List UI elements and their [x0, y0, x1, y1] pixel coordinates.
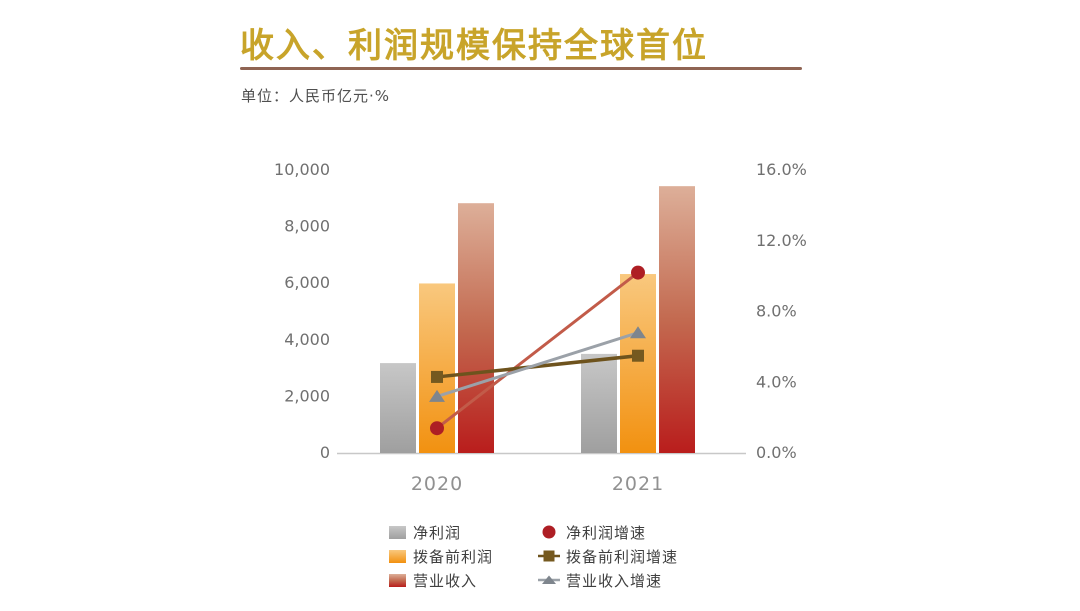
- legend-item-net-profit: 净利润: [389, 520, 493, 544]
- bar-operating-revenue-2021: [659, 186, 695, 453]
- legend-item-net-profit-growth: 净利润增速: [538, 520, 678, 544]
- marker-operating-revenue-growth-2021: [630, 326, 646, 339]
- right-axis-tick-3: 12.0%: [756, 231, 807, 250]
- legend-label-operating-revenue: 营业收入: [413, 571, 478, 590]
- net-profit-growth-marker-icon: [542, 525, 556, 539]
- line-operating-revenue-growth: [436, 331, 639, 398]
- unit-note: 单位：人民币亿元·%: [241, 87, 391, 105]
- operating-revenue-growth-marker-icon: [538, 575, 560, 584]
- right-axis-tick-0: 0.0%: [756, 443, 797, 462]
- left-axis-tick-4: 8,000: [284, 217, 330, 236]
- x-label-2020: 2020: [411, 473, 463, 495]
- legend-label-net-profit-growth: 净利润增速: [566, 523, 647, 542]
- left-axis-tick-5: 10,000: [274, 160, 330, 179]
- operating-revenue-swatch: [389, 573, 406, 587]
- legend-bar-series: 净利润拨备前利润营业收入: [389, 520, 493, 592]
- bar-operating-revenue-2020: [458, 203, 494, 453]
- line-pre-provision-profit-growth: [436, 353, 639, 379]
- legend-item-operating-revenue-growth: 营业收入增速: [538, 568, 678, 592]
- right-axis-tick-4: 16.0%: [756, 160, 807, 179]
- right-axis-tick-1: 4.0%: [756, 372, 797, 391]
- marker-operating-revenue-growth-2020: [429, 389, 445, 402]
- legend-item-operating-revenue: 营业收入: [389, 568, 493, 592]
- bar-pre-provision-profit-2021: [620, 274, 656, 453]
- title-underline: [240, 67, 802, 70]
- x-label-2021: 2021: [612, 473, 664, 495]
- right-axis-tick-2: 8.0%: [756, 302, 797, 321]
- left-axis-tick-3: 6,000: [284, 273, 330, 292]
- legend-item-pre-provision-profit-growth: 拨备前利润增速: [538, 544, 678, 568]
- marker-net-profit-growth-2020: [430, 421, 444, 436]
- bar-net-profit-2020: [380, 363, 416, 453]
- legend-label-net-profit: 净利润: [413, 523, 462, 542]
- marker-pre-provision-profit-growth-2020: [431, 370, 443, 383]
- legend-label-pre-provision-profit: 拨备前利润: [413, 547, 494, 566]
- net-profit-swatch: [389, 525, 406, 539]
- marker-net-profit-growth-2021: [631, 265, 645, 280]
- left-axis-tick-2: 4,000: [284, 330, 330, 349]
- bar-net-profit-2021: [581, 353, 617, 453]
- legend-line-series: 净利润增速拨备前利润增速 营业收入增速: [538, 520, 678, 592]
- pre-provision-profit-swatch: [389, 549, 406, 563]
- legend-label-operating-revenue-growth: 营业收入增速: [566, 571, 663, 590]
- legend-item-pre-provision-profit: 拨备前利润: [389, 544, 493, 568]
- marker-pre-provision-profit-growth-2021: [632, 349, 644, 362]
- page-title: 收入、利润规模保持全球首位: [240, 26, 708, 66]
- line-net-profit-growth: [436, 271, 639, 430]
- pre-provision-profit-growth-marker-icon: [538, 550, 560, 562]
- left-axis-tick-1: 2,000: [284, 386, 330, 405]
- left-axis-tick-0: 0: [320, 443, 330, 462]
- legend-label-pre-provision-profit-growth: 拨备前利润增速: [566, 547, 679, 566]
